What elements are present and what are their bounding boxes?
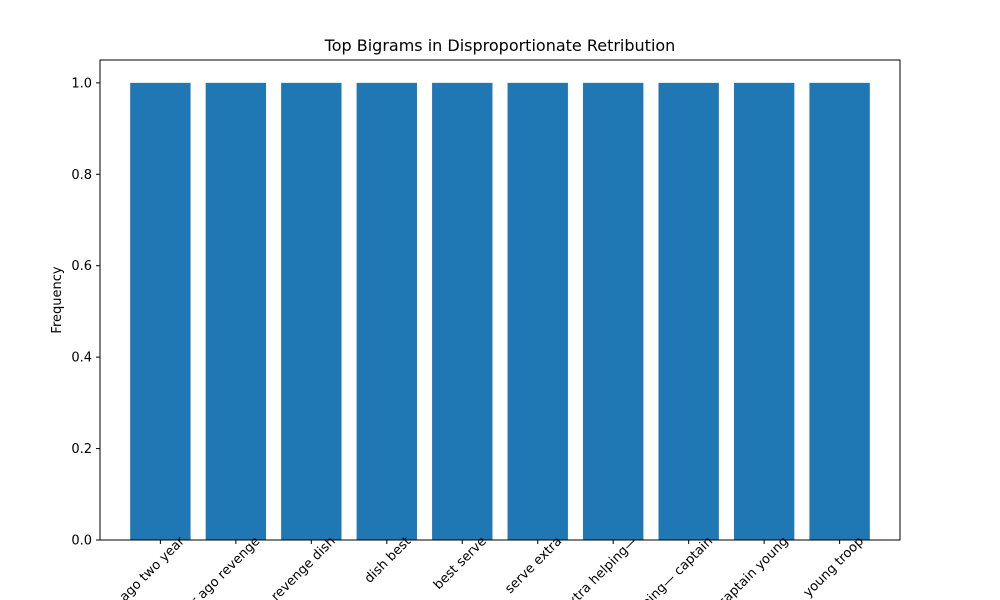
bar-9 bbox=[733, 82, 795, 540]
x-tick-label: ago two year bbox=[117, 534, 188, 600]
bar-1 bbox=[130, 82, 191, 540]
x-tick-label: best serve bbox=[431, 534, 490, 593]
bars-group bbox=[130, 82, 870, 540]
bar-10 bbox=[809, 82, 870, 540]
x-tick-label: extra helping— bbox=[560, 534, 641, 600]
y-tick-label: 0.4 bbox=[71, 351, 92, 366]
bar-3 bbox=[281, 82, 342, 540]
y-tick-label: 0.0 bbox=[71, 534, 92, 549]
x-tick-label: revenge dish bbox=[269, 534, 339, 600]
bar-8 bbox=[658, 82, 719, 540]
bar-7 bbox=[583, 82, 644, 540]
y-tick-label: 0.2 bbox=[71, 442, 92, 457]
chart-title: Top Bigrams in Disproportionate Retribut… bbox=[324, 36, 676, 55]
plot-frame bbox=[99, 59, 901, 541]
x-tick-label: serve extra bbox=[502, 534, 565, 597]
y-tick-label: 0.8 bbox=[71, 168, 92, 183]
y-tick-label: 0.6 bbox=[71, 259, 92, 274]
bar-6 bbox=[507, 82, 568, 540]
y-axis-ticks: 0.0 0.2 0.4 0.6 0.8 1.0 bbox=[71, 76, 100, 549]
bar-5 bbox=[432, 82, 493, 540]
bar-2 bbox=[205, 82, 267, 540]
y-axis-label: Frequency bbox=[50, 266, 65, 333]
y-tick-label: 1.0 bbox=[71, 76, 92, 91]
bar-4 bbox=[356, 82, 417, 540]
x-tick-label: young troop bbox=[801, 534, 867, 600]
x-tick-label: dish best bbox=[362, 534, 414, 586]
x-tick-label: captain young bbox=[715, 534, 791, 600]
